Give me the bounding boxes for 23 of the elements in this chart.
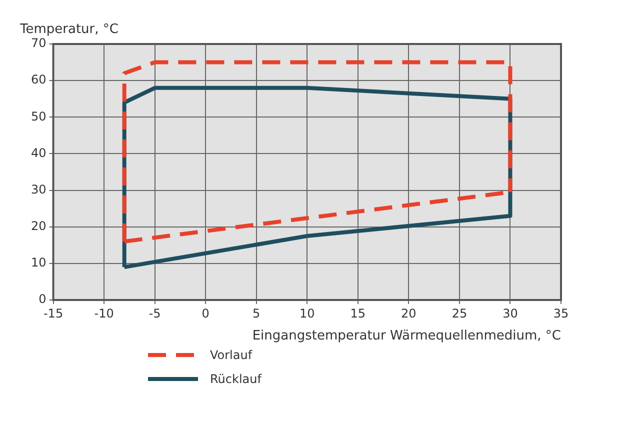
y-tick-label: 70: [30, 36, 46, 50]
y-tick-label: 60: [30, 72, 46, 87]
x-tick-label: 20: [401, 306, 416, 320]
x-tick-label: 10: [299, 306, 315, 320]
y-tick-label: 50: [30, 109, 46, 124]
y-tick-label: 30: [30, 182, 46, 196]
x-axis-title: Eingangstemperatur Wärmequellenmedium, °C: [252, 328, 561, 344]
y-tick-label: 0: [38, 292, 46, 306]
x-tick-label: -15: [43, 306, 64, 320]
x-tick-label: -5: [148, 306, 161, 320]
y-axis-title: Temperatur, °C: [19, 22, 118, 37]
legend-label: Rücklauf: [210, 372, 262, 386]
y-tick-label: 20: [30, 218, 46, 233]
x-tick-label: 30: [502, 306, 518, 320]
x-tick-label: 5: [252, 306, 260, 320]
x-tick-label: 0: [202, 306, 210, 320]
y-tick-label: 40: [30, 146, 46, 160]
y-tick-label: 10: [30, 256, 46, 270]
x-tick-label: 15: [350, 306, 366, 320]
x-tick-label: 25: [452, 306, 468, 320]
x-tick-label: 35: [553, 306, 569, 320]
x-tick-label: -10: [94, 306, 114, 320]
legend-label: Vorlauf: [210, 348, 252, 362]
